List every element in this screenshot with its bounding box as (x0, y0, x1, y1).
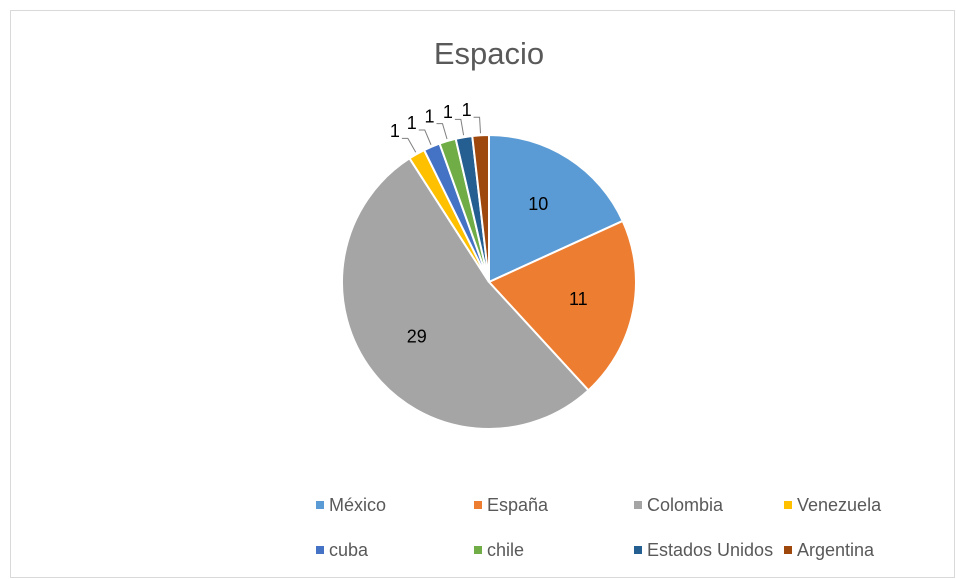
data-label: 29 (407, 326, 427, 346)
legend-label: Colombia (647, 495, 724, 515)
pie-slice (471, 133, 490, 283)
pie-slice (488, 133, 625, 284)
data-label: 1 (390, 121, 400, 141)
legend-swatch (474, 546, 482, 554)
legend-label: cuba (329, 540, 369, 560)
legend-swatch (316, 501, 324, 509)
leader-line (418, 129, 432, 145)
data-label: 10 (528, 194, 548, 214)
legend-swatch (316, 546, 324, 554)
legend-label: México (329, 495, 386, 515)
data-label: 1 (462, 100, 472, 120)
leader-line (401, 137, 417, 153)
legend-swatch (474, 501, 482, 509)
leader-line (436, 123, 448, 140)
data-label: 11 (569, 289, 588, 309)
legend-label: Venezuela (797, 495, 882, 515)
legend-swatch (634, 546, 642, 554)
legend-label: Estados Unidos (647, 540, 773, 560)
legend-swatch (784, 546, 792, 554)
legend-swatch (784, 501, 792, 509)
pie-slice (341, 156, 590, 430)
data-label: 1 (424, 106, 434, 126)
legend-swatch (634, 501, 642, 509)
legend-label: chile (487, 540, 524, 560)
pie-slice (487, 219, 637, 392)
legend-label: Argentina (797, 540, 875, 560)
data-label: 1 (407, 113, 417, 133)
leader-line (473, 116, 481, 134)
chart-title: Espacio (434, 36, 544, 71)
data-label: 1 (443, 102, 453, 122)
legend-label: España (487, 495, 549, 515)
leader-line (454, 118, 465, 136)
